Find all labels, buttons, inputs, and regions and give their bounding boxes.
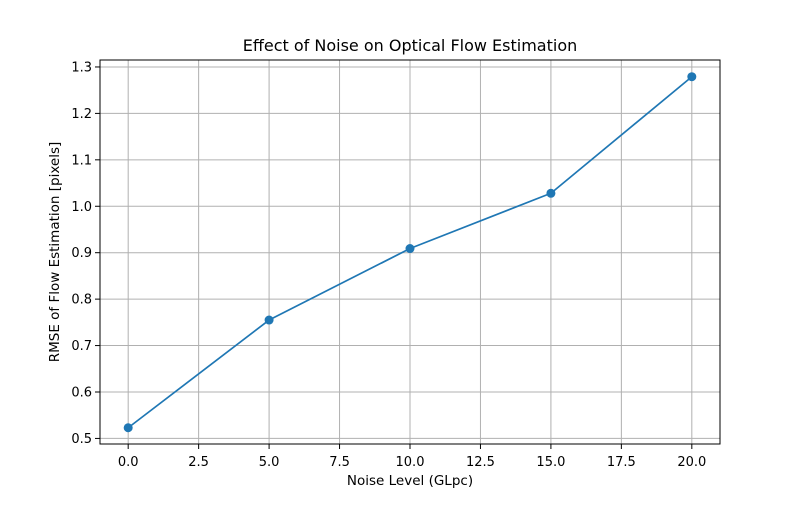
x-tick-label: 12.5 — [466, 455, 495, 470]
y-tick-label: 0.5 — [71, 432, 92, 447]
plot-area-frame — [99, 59, 721, 445]
x-tick-label: 7.5 — [329, 455, 350, 470]
y-tick-label: 1.3 — [71, 60, 92, 75]
data-point — [123, 423, 133, 433]
y-tick-label: 1.0 — [71, 200, 92, 215]
data-point — [264, 315, 274, 325]
chart-title: Effect of Noise on Optical Flow Estimati… — [243, 36, 578, 55]
series-layer — [123, 72, 697, 433]
x-axis-label: Noise Level (GLpc) — [347, 473, 473, 489]
axis-ticks: 0.0 2.5 5.0 7.5 10.0 12.5 15.0 17.5 20.0 0.5 0.6 0.… — [71, 60, 706, 470]
y-tick-label: 0.9 — [71, 246, 92, 261]
x-tick-label: 2.5 — [188, 455, 209, 470]
x-tick-label: 5.0 — [259, 455, 280, 470]
y-tick-label: 0.6 — [71, 385, 92, 400]
x-tick-label: 17.5 — [607, 455, 636, 470]
y-tick-label: 0.8 — [71, 293, 92, 308]
x-tick-label: 0.0 — [118, 455, 139, 470]
y-tick-label: 1.1 — [71, 153, 92, 168]
y-tick-label: 1.2 — [71, 107, 92, 122]
data-point — [546, 188, 556, 198]
x-tick-label: 20.0 — [677, 455, 706, 470]
x-tick-label: 10.0 — [396, 455, 425, 470]
data-point — [405, 244, 415, 254]
data-point — [687, 72, 697, 82]
y-axis-label: RMSE of Flow Estimation [pixels] — [47, 142, 63, 363]
y-tick-label: 0.7 — [71, 339, 92, 354]
x-tick-label: 15.0 — [536, 455, 565, 470]
